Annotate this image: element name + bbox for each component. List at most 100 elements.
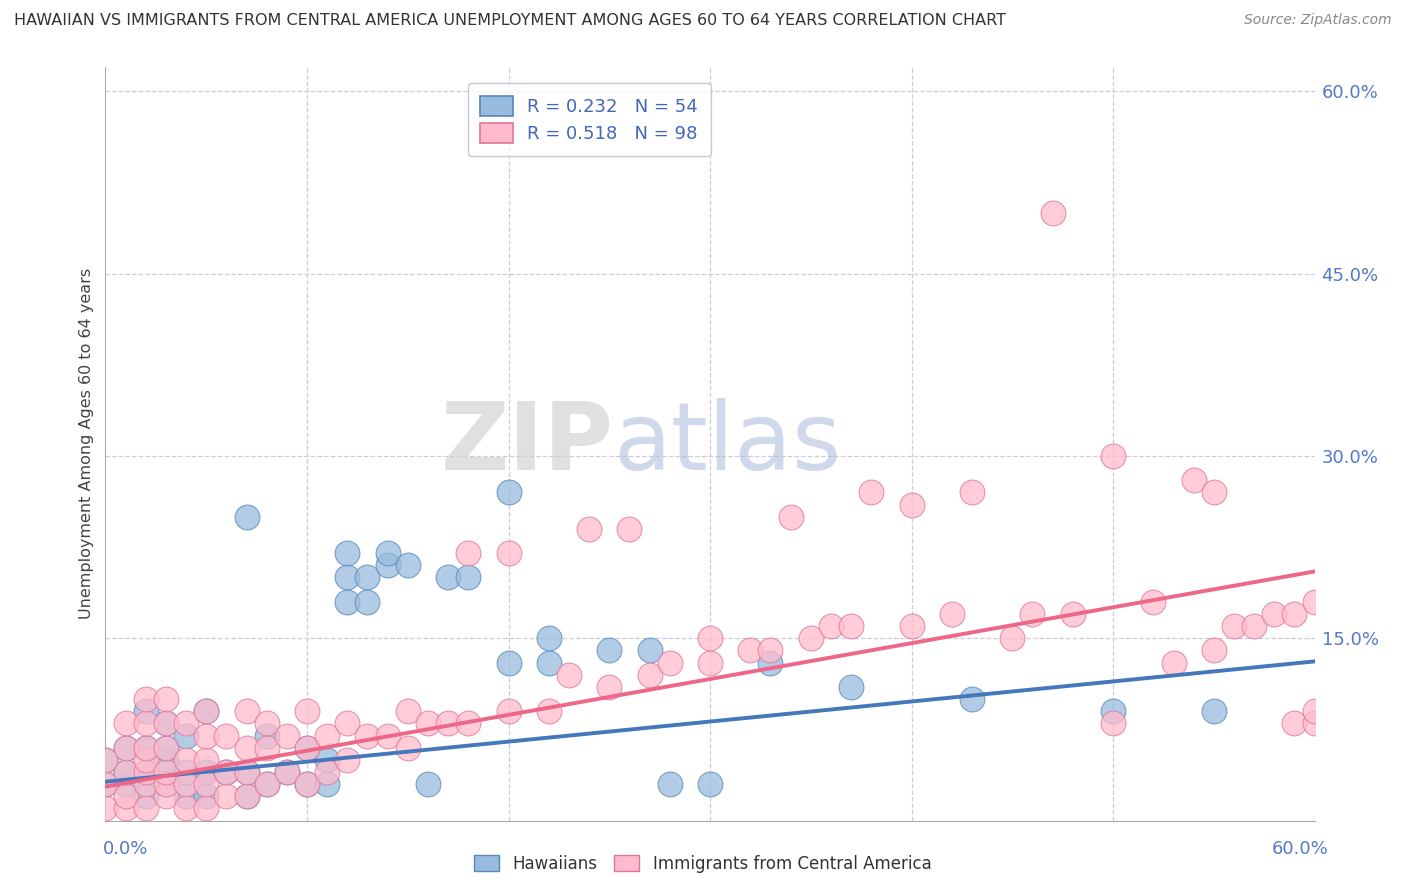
- Point: [498, 704, 520, 718]
- Point: [135, 740, 157, 755]
- Point: [174, 764, 197, 779]
- Point: [619, 522, 641, 536]
- Point: [699, 656, 721, 670]
- Point: [1001, 632, 1024, 646]
- Point: [1021, 607, 1043, 621]
- Point: [256, 777, 278, 791]
- Point: [235, 764, 257, 779]
- Text: ZIP: ZIP: [440, 398, 613, 490]
- Point: [114, 801, 136, 815]
- Point: [135, 740, 157, 755]
- Point: [356, 595, 378, 609]
- Point: [638, 643, 661, 657]
- Point: [195, 704, 218, 718]
- Point: [256, 740, 278, 755]
- Point: [94, 753, 117, 767]
- Point: [276, 764, 298, 779]
- Point: [1202, 485, 1225, 500]
- Point: [114, 716, 136, 731]
- Point: [295, 777, 318, 791]
- Point: [638, 667, 661, 681]
- Point: [900, 498, 922, 512]
- Point: [336, 595, 359, 609]
- Point: [256, 777, 278, 791]
- Point: [256, 716, 278, 731]
- Point: [174, 753, 197, 767]
- Point: [900, 619, 922, 633]
- Point: [558, 667, 581, 681]
- Point: [195, 789, 218, 804]
- Point: [820, 619, 842, 633]
- Point: [295, 740, 318, 755]
- Point: [336, 570, 359, 584]
- Point: [598, 680, 620, 694]
- Point: [114, 764, 136, 779]
- Point: [235, 704, 257, 718]
- Point: [135, 789, 157, 804]
- Point: [316, 729, 339, 743]
- Point: [498, 546, 520, 560]
- Point: [941, 607, 963, 621]
- Point: [195, 729, 218, 743]
- Point: [135, 764, 157, 779]
- Point: [174, 789, 197, 804]
- Point: [235, 789, 257, 804]
- Text: Source: ZipAtlas.com: Source: ZipAtlas.com: [1244, 13, 1392, 28]
- Point: [800, 632, 823, 646]
- Text: HAWAIIAN VS IMMIGRANTS FROM CENTRAL AMERICA UNEMPLOYMENT AMONG AGES 60 TO 64 YEA: HAWAIIAN VS IMMIGRANTS FROM CENTRAL AMER…: [14, 13, 1007, 29]
- Point: [94, 777, 117, 791]
- Point: [316, 764, 339, 779]
- Point: [1202, 643, 1225, 657]
- Point: [537, 656, 560, 670]
- Point: [356, 570, 378, 584]
- Point: [155, 764, 177, 779]
- Point: [135, 753, 157, 767]
- Point: [276, 729, 298, 743]
- Point: [1062, 607, 1084, 621]
- Point: [195, 764, 218, 779]
- Point: [295, 740, 318, 755]
- Point: [276, 764, 298, 779]
- Point: [759, 643, 782, 657]
- Point: [174, 777, 197, 791]
- Point: [295, 704, 318, 718]
- Point: [235, 740, 257, 755]
- Point: [1102, 449, 1125, 463]
- Point: [114, 789, 136, 804]
- Legend: R = 0.232   N = 54, R = 0.518   N = 98: R = 0.232 N = 54, R = 0.518 N = 98: [468, 84, 710, 156]
- Point: [114, 764, 136, 779]
- Point: [155, 692, 177, 706]
- Point: [1284, 607, 1306, 621]
- Point: [295, 777, 318, 791]
- Point: [174, 729, 197, 743]
- Point: [1223, 619, 1246, 633]
- Point: [1303, 595, 1326, 609]
- Point: [195, 704, 218, 718]
- Point: [578, 522, 600, 536]
- Point: [336, 753, 359, 767]
- Point: [114, 740, 136, 755]
- Point: [155, 716, 177, 731]
- Point: [1263, 607, 1285, 621]
- Point: [416, 716, 439, 731]
- Point: [839, 619, 862, 633]
- Text: 60.0%: 60.0%: [1272, 840, 1329, 858]
- Point: [155, 740, 177, 755]
- Point: [114, 777, 136, 791]
- Point: [1284, 716, 1306, 731]
- Point: [174, 716, 197, 731]
- Point: [135, 692, 157, 706]
- Point: [457, 716, 479, 731]
- Point: [195, 801, 218, 815]
- Point: [1303, 704, 1326, 718]
- Point: [135, 704, 157, 718]
- Point: [336, 546, 359, 560]
- Point: [396, 558, 419, 573]
- Point: [256, 729, 278, 743]
- Point: [960, 485, 983, 500]
- Point: [1243, 619, 1265, 633]
- Point: [155, 740, 177, 755]
- Point: [135, 716, 157, 731]
- Point: [498, 485, 520, 500]
- Point: [94, 801, 117, 815]
